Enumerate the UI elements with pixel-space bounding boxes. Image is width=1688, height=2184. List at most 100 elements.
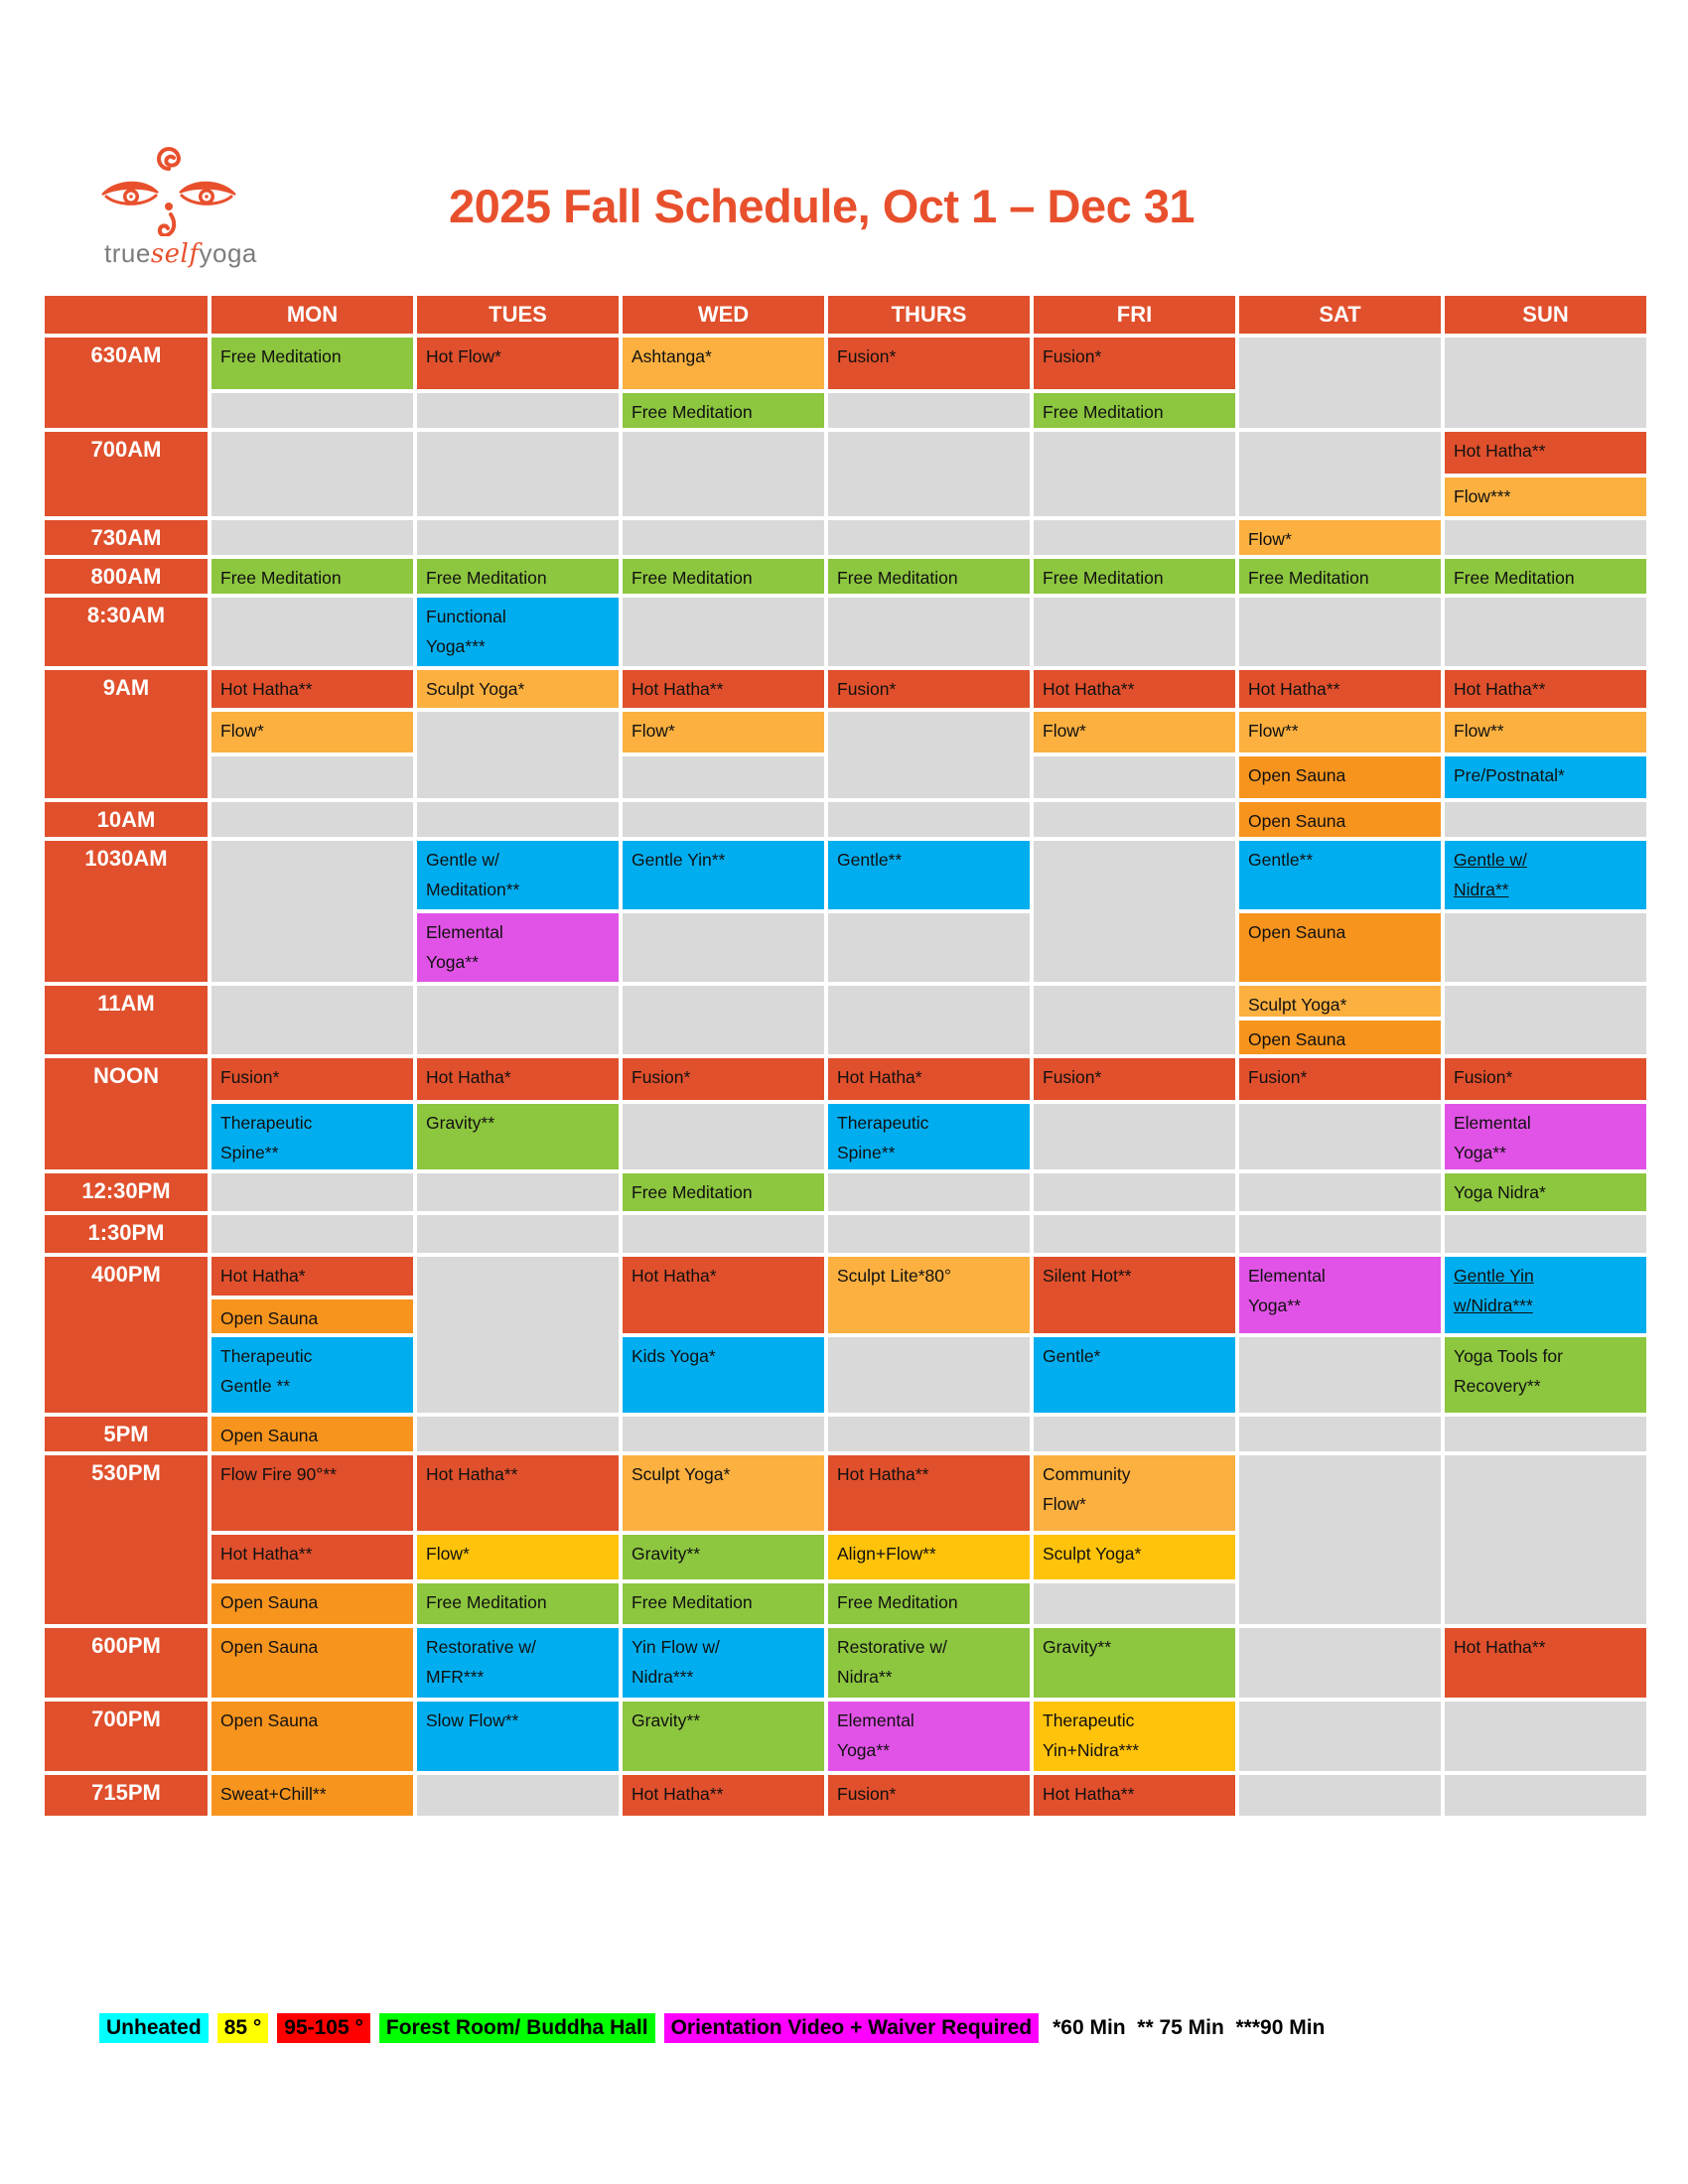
empty-cell xyxy=(828,913,1030,982)
empty-cell xyxy=(828,598,1030,666)
empty-cell xyxy=(417,1775,619,1816)
day-column-mon xyxy=(211,1215,413,1253)
empty-cell xyxy=(1445,802,1646,837)
class-cell: Flow* xyxy=(1239,520,1441,555)
time-block-row: 530PM Flow Fire 90°** Hot Hatha** Open Saun… xyxy=(45,1455,1646,1624)
day-column-sun xyxy=(1445,520,1646,555)
class-cell: Free Meditation xyxy=(828,559,1030,594)
empty-cell xyxy=(623,802,824,837)
class-cell: Gentle* xyxy=(1034,1337,1235,1413)
day-column-thurs xyxy=(828,432,1030,516)
empty-cell xyxy=(211,1215,413,1253)
class-cell: Gravity** xyxy=(417,1104,619,1169)
time-label: 400PM xyxy=(45,1257,208,1413)
buddha-eyes-icon xyxy=(94,147,243,236)
empty-cell xyxy=(828,432,1030,516)
day-column-sat xyxy=(1239,432,1441,516)
day-column-sun: Gentle Yin w/Nidra*** Yoga Tools for Reco… xyxy=(1445,1257,1646,1413)
class-cell: Flow* xyxy=(1034,712,1235,752)
day-column-mon xyxy=(211,432,413,516)
empty-cell xyxy=(623,913,824,982)
time-block-row: 1:30PM xyxy=(45,1215,1646,1253)
day-column-thurs: Fusion* xyxy=(828,338,1030,428)
empty-cell xyxy=(1445,598,1646,666)
day-column-mon: Fusion* Therapeutic Spine** xyxy=(211,1058,413,1169)
time-block-row: 400PM Hot Hatha* Open Sauna Therapeutic Gen… xyxy=(45,1257,1646,1413)
day-column-sun: Fusion* Elemental Yoga** xyxy=(1445,1058,1646,1169)
day-column-sat: Open Sauna xyxy=(1239,802,1441,837)
empty-cell xyxy=(1445,1775,1646,1816)
empty-cell xyxy=(211,1173,413,1211)
class-cell: Open Sauna xyxy=(1239,1021,1441,1054)
day-column-tues xyxy=(417,1257,619,1413)
header-row: MON TUES WED THURS FRI SAT SUN xyxy=(45,296,1646,334)
day-column-sun xyxy=(1445,802,1646,837)
day-column-wed: Hot Hatha* Kids Yoga* xyxy=(623,1257,824,1413)
day-column-sat: Fusion* xyxy=(1239,1058,1441,1169)
empty-cell xyxy=(623,1215,824,1253)
day-column-sun xyxy=(1445,1775,1646,1816)
time-block-row: 700PM Open Sauna Slow Flow** Gravity** Eleme… xyxy=(45,1702,1646,1771)
class-cell: Free Meditation xyxy=(623,1173,824,1211)
empty-cell xyxy=(828,986,1030,1054)
time-label: 600PM xyxy=(45,1628,208,1698)
day-column-sun: Free Meditation xyxy=(1445,559,1646,594)
day-column-sat xyxy=(1239,1173,1441,1211)
class-cell: Gentle** xyxy=(1239,841,1441,909)
time-label: 530PM xyxy=(45,1455,208,1624)
empty-cell xyxy=(1034,802,1235,837)
day-column-tues xyxy=(417,986,619,1054)
class-cell: Sweat+Chill** xyxy=(211,1775,413,1816)
day-column-tues xyxy=(417,520,619,555)
empty-cell xyxy=(211,756,413,798)
class-cell: Therapeutic Spine** xyxy=(828,1104,1030,1169)
empty-cell xyxy=(211,432,413,516)
day-column-sun: Hot Hatha** Flow** Pre/Postnatal* xyxy=(1445,670,1646,798)
time-label: NOON xyxy=(45,1058,208,1169)
empty-cell xyxy=(211,802,413,837)
time-block-row: 800AM Free Meditation Free Meditation Free … xyxy=(45,559,1646,594)
empty-cell xyxy=(1445,338,1646,428)
empty-cell xyxy=(417,432,619,516)
day-column-sun: Gentle w/ Nidra** xyxy=(1445,841,1646,982)
class-cell: Pre/Postnatal* xyxy=(1445,756,1646,798)
class-cell: Flow*** xyxy=(1445,478,1646,516)
time-label: 5PM xyxy=(45,1417,208,1451)
brand-true: true xyxy=(104,238,151,268)
empty-cell xyxy=(417,1173,619,1211)
day-column-mon: Sweat+Chill** xyxy=(211,1775,413,1816)
empty-cell xyxy=(1445,1455,1646,1624)
empty-cell xyxy=(1239,1173,1441,1211)
time-block-row: 8:30AM Functional Yoga*** xyxy=(45,598,1646,666)
brand-yoga: yoga xyxy=(199,238,257,268)
empty-cell xyxy=(211,598,413,666)
day-column-fri xyxy=(1034,1173,1235,1211)
class-cell: Hot Hatha* xyxy=(211,1257,413,1296)
class-cell: Flow* xyxy=(623,712,824,752)
class-cell: Functional Yoga*** xyxy=(417,598,619,666)
empty-cell xyxy=(417,712,619,798)
class-cell: Gravity** xyxy=(1034,1628,1235,1698)
day-column-thurs xyxy=(828,1215,1030,1253)
empty-cell xyxy=(1034,520,1235,555)
class-cell: Flow* xyxy=(211,712,413,752)
day-column-thurs xyxy=(828,1417,1030,1451)
class-cell: Free Meditation xyxy=(1445,559,1646,594)
empty-cell xyxy=(211,520,413,555)
day-column-fri: Community Flow* Sculpt Yoga* xyxy=(1034,1455,1235,1624)
empty-cell xyxy=(623,432,824,516)
class-cell: Fusion* xyxy=(623,1058,824,1100)
class-cell: Kids Yoga* xyxy=(623,1337,824,1413)
class-cell: Restorative w/ MFR*** xyxy=(417,1628,619,1698)
day-column-fri xyxy=(1034,986,1235,1054)
day-column-sun xyxy=(1445,1417,1646,1451)
empty-cell xyxy=(1239,1417,1441,1451)
day-column-sat xyxy=(1239,1455,1441,1624)
empty-cell xyxy=(211,393,413,428)
empty-cell xyxy=(828,802,1030,837)
day-column-sat xyxy=(1239,598,1441,666)
day-column-tues: Restorative w/ MFR*** xyxy=(417,1628,619,1698)
empty-cell xyxy=(623,1104,824,1169)
day-column-mon xyxy=(211,841,413,982)
class-cell: Hot Hatha* xyxy=(828,1058,1030,1100)
